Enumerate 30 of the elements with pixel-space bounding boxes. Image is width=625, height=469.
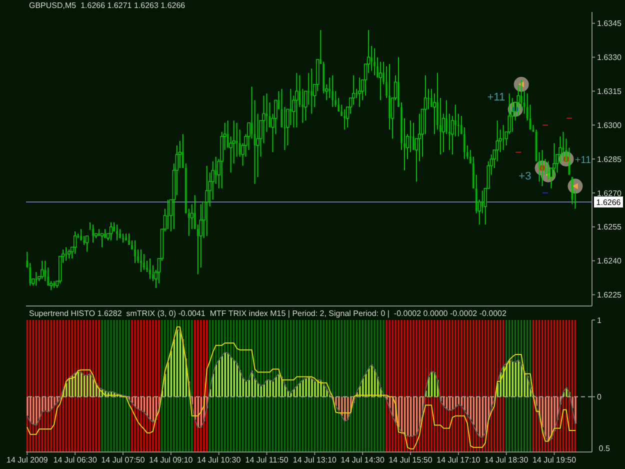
x-tick-label: 14 Jul 11:50 xyxy=(245,456,289,465)
y-tick-label: 1.6255 xyxy=(597,222,622,232)
x-tick-label: 14 Jul 17:10 xyxy=(436,456,481,465)
chart-title: GBPUSD,M5 1.6266 1.6271 1.6263 1.6266 xyxy=(29,1,186,11)
ref-line-label: 1.6266 xyxy=(596,198,622,207)
annotation: +11 xyxy=(574,155,592,166)
y-tick-label: 1.6285 xyxy=(597,154,622,164)
x-tick-label: 14 Jul 14:30 xyxy=(340,456,385,465)
y-tick-label: 0 xyxy=(597,392,602,402)
x-tick-label: 14 Jul 07:50 xyxy=(101,456,146,465)
x-tick-label: 14 Jul 10:30 xyxy=(197,456,242,465)
x-tick-label: 14 Jul 09:10 xyxy=(149,456,194,465)
y-tick-label: 1.6270 xyxy=(597,188,622,198)
x-tick-label: 14 Jul 13:10 xyxy=(292,456,338,465)
text: 0.5 xyxy=(598,444,610,453)
x-tick-label: 14 Jul 2009 xyxy=(6,456,48,465)
y-tick-label: 1.6300 xyxy=(597,120,622,130)
y-tick-label: 1.6315 xyxy=(597,86,622,96)
chart-title: Supertrend HISTO 1.6282 smTRIX (3, 0) -0.0041 MTF TRIX index M15 | Period: 2, Signal Period: 0 | -0.0002 0.0000 -0.0002 -0.0002 xyxy=(29,309,506,319)
x-tick-label: 14 Jul 06:30 xyxy=(53,456,98,465)
annotation: +3 xyxy=(518,170,532,183)
y-tick-label: 1.6225 xyxy=(597,290,622,300)
y-tick-label: 1.6240 xyxy=(597,256,622,266)
x-tick-label: 14 Jul 18:30 xyxy=(484,456,529,465)
y-tick-label: 1 xyxy=(597,316,602,325)
y-tick-label: 1.6345 xyxy=(597,19,622,28)
x-tick-label: 14 Jul 19:50 xyxy=(532,456,577,465)
x-tick-label: 14 Jul 15:50 xyxy=(388,456,433,465)
y-tick-label: 1.6330 xyxy=(597,53,622,62)
annotation: +11 xyxy=(487,91,506,104)
